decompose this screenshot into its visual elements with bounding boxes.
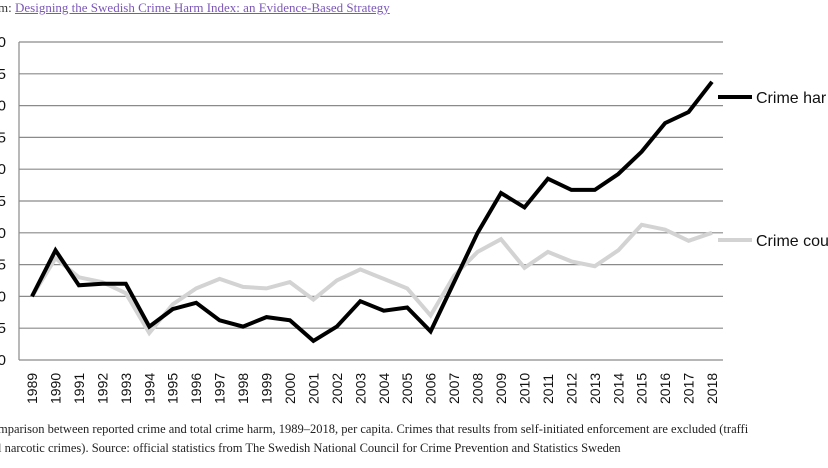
x-tick-label: 2017 (681, 373, 697, 404)
x-tick-label: 1990 (47, 373, 63, 404)
y-tick-label: 0 (0, 288, 6, 305)
x-tick-label: 2016 (657, 373, 673, 404)
source-line: m: Designing the Swedish Crime Harm Inde… (0, 0, 390, 16)
gridlines (18, 41, 723, 361)
x-tick-label: 2000 (282, 373, 298, 404)
y-axis-ticks: 0 5 0 5 0 5 0 5 0 5 0 (0, 34, 6, 369)
figure-caption: mparison between reported crime and tota… (0, 420, 828, 458)
x-tick-label: 1992 (94, 373, 110, 404)
x-tick-label: 1993 (118, 373, 134, 404)
y-tick-label: 0 (0, 98, 6, 115)
x-tick-label: 2014 (610, 373, 626, 404)
x-tick-label: 2015 (634, 373, 650, 404)
x-tick-label: 1997 (212, 373, 228, 404)
caption-line-1: mparison between reported crime and tota… (0, 422, 749, 436)
y-tick-label: 0 (0, 352, 6, 369)
x-tick-label: 2008 (470, 373, 486, 404)
x-tick-label: 1999 (259, 373, 275, 404)
x-axis-ticks: 1989 1990 1991 1992 1993 1994 1995 1996 1997 1998… (24, 373, 720, 404)
x-tick-label: 2006 (423, 373, 439, 404)
x-tick-label: 2010 (516, 373, 532, 404)
y-tick-label: 5 (0, 129, 6, 146)
source-prefix: m: (0, 0, 12, 15)
legend-label-1: Crime cou (756, 233, 828, 250)
x-tick-label: 2018 (704, 373, 720, 404)
x-tick-label: 1998 (235, 373, 251, 404)
series-lines (30, 80, 714, 344)
x-tick-label: 2004 (376, 373, 392, 404)
x-tick-label: 1995 (165, 373, 181, 404)
x-tick-label: 2003 (352, 373, 368, 404)
x-tick-label: 2005 (399, 373, 415, 404)
x-tick-label: 2009 (493, 373, 509, 404)
x-tick-label: 2007 (446, 373, 462, 404)
y-tick-label: 5 (0, 320, 6, 337)
series-line-0 (30, 80, 714, 344)
legend: Crime har Crime cou (718, 90, 828, 250)
series-line-1 (30, 222, 713, 337)
y-tick-label: 5 (0, 193, 6, 210)
x-tick-label: 2001 (305, 373, 321, 404)
y-tick-label: 0 (0, 161, 6, 178)
x-tick-label: 1989 (24, 373, 40, 404)
x-tick-label: 1991 (71, 373, 87, 404)
x-tick-label: 2002 (329, 373, 345, 404)
source-link[interactable]: Designing the Swedish Crime Harm Index: … (14, 0, 390, 15)
y-tick-label: 5 (0, 66, 6, 83)
y-tick-label: 0 (0, 225, 6, 242)
x-tick-label: 2013 (587, 373, 603, 404)
x-tick-label: 1996 (188, 373, 204, 404)
caption-line-2: l narcotic crimes). Source: official sta… (0, 441, 621, 455)
x-tick-label: 1994 (141, 373, 157, 404)
x-tick-label: 2011 (540, 374, 556, 404)
x-tick-label: 2012 (563, 373, 579, 404)
line-chart: 0 5 0 5 0 5 0 5 0 5 0 1989 1990 1991 1992 1993 1994 1995… (0, 34, 828, 404)
y-tick-label: 5 (0, 257, 6, 274)
legend-label-0: Crime har (756, 90, 827, 107)
y-tick-label: 0 (0, 34, 6, 51)
